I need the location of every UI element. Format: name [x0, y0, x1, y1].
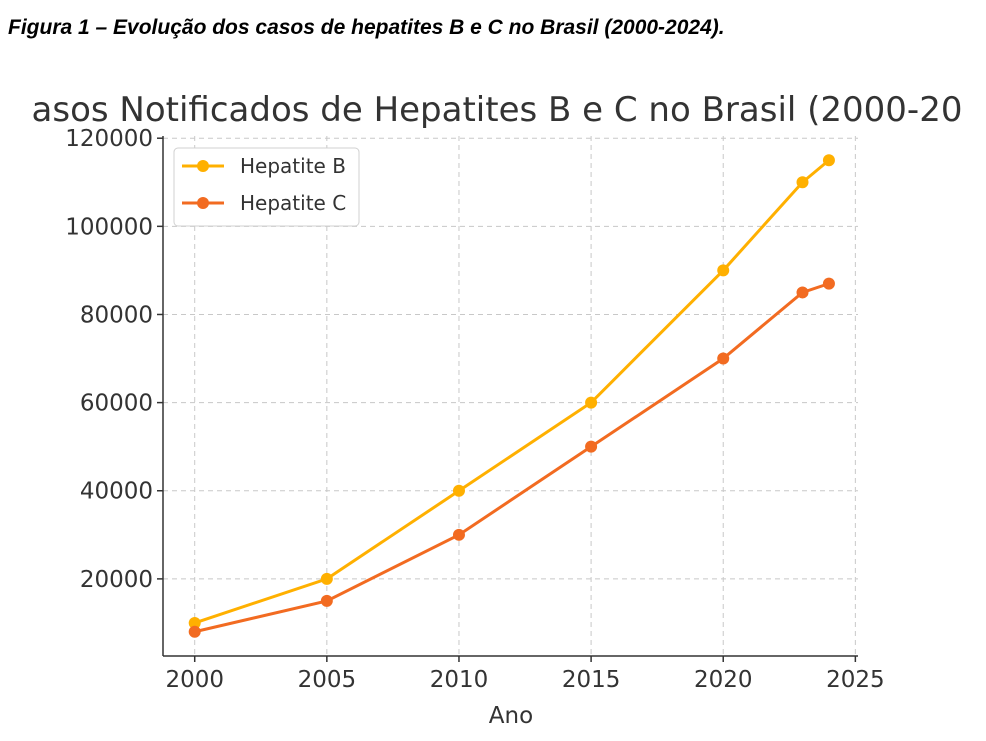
data-point [188, 625, 201, 638]
series-line-0 [194, 159, 830, 625]
y-tick-label: 20000 [80, 567, 153, 593]
y-tick-label: 60000 [80, 391, 153, 417]
data-point [585, 440, 598, 453]
series-line-1 [194, 282, 830, 634]
data-point [796, 176, 809, 189]
x-tick-label: 2005 [298, 667, 357, 693]
x-tick-label: 2025 [826, 667, 885, 693]
data-point [452, 484, 465, 497]
data-point [796, 286, 809, 299]
legend-label: Hepatite B [240, 154, 346, 178]
chart-title: asos Notificados de Hepatites B e C no B… [32, 90, 963, 130]
data-point [320, 594, 333, 607]
legend-label: Hepatite C [240, 191, 346, 215]
data-point [717, 352, 730, 365]
y-tick-label: 40000 [80, 479, 153, 505]
data-point [188, 616, 201, 629]
x-tick-label: 2015 [562, 667, 621, 693]
y-tick-label: 100000 [65, 214, 153, 240]
y-tick-label: 120000 [65, 126, 153, 152]
x-tick-label: 2010 [430, 667, 489, 693]
data-point [822, 154, 835, 167]
data-point [822, 277, 835, 290]
data-point [452, 528, 465, 541]
data-point [585, 396, 598, 409]
figure-caption: Figura 1 – Evolução dos casos de hepatit… [8, 16, 725, 39]
x-tick-label: 2020 [694, 667, 753, 693]
x-axis-label: Ano [489, 703, 533, 729]
legend-marker [197, 160, 209, 172]
data-point [717, 264, 730, 277]
x-tick-label: 2000 [165, 667, 224, 693]
legend-marker [197, 197, 209, 209]
data-point [320, 572, 333, 585]
y-tick-label: 80000 [80, 302, 153, 328]
